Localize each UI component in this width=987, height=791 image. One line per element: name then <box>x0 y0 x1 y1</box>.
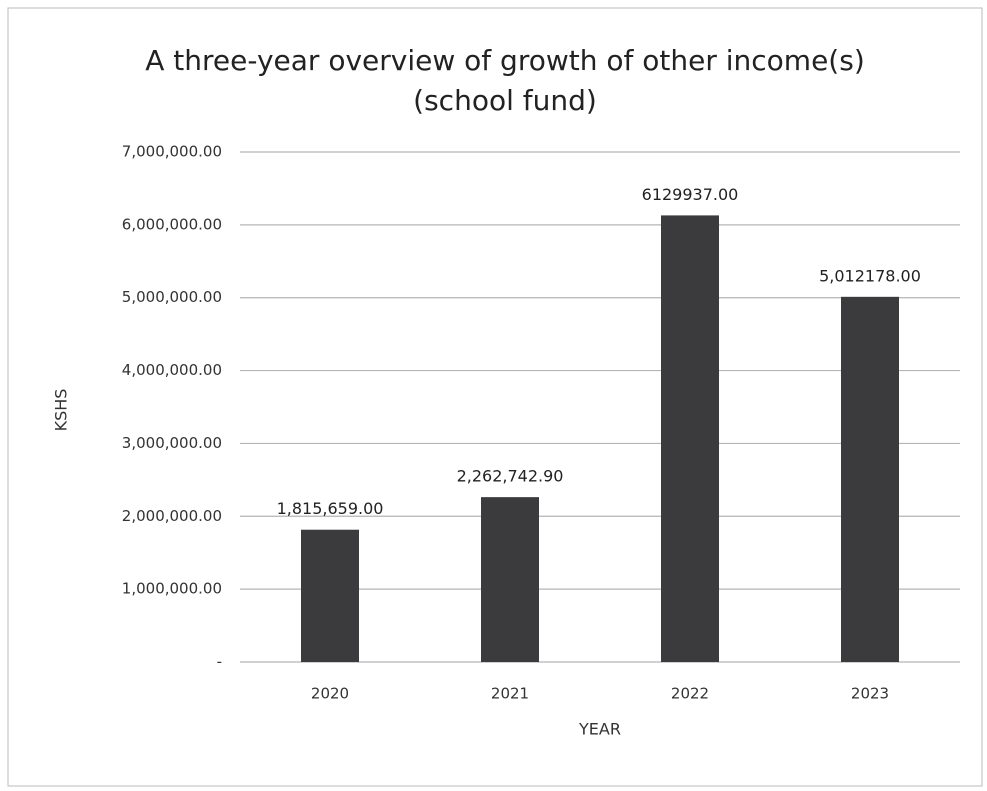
chart-border <box>7 7 983 787</box>
x-tick-label: 2021 <box>491 685 529 703</box>
x-tick-label: 2020 <box>311 685 349 703</box>
y-tick-label: 6,000,000.00 <box>122 215 222 233</box>
chart-title: A three-year overview of growth of other… <box>145 44 865 77</box>
y-tick-label: 7,000,000.00 <box>122 143 222 161</box>
chart-title: (school fund) <box>413 84 597 117</box>
x-axis-title: YEAR <box>578 720 621 739</box>
value-label: 5,012178.00 <box>819 266 921 285</box>
bar <box>661 215 719 662</box>
y-axis-title: KSHS <box>52 389 71 432</box>
bar <box>841 296 899 662</box>
value-label: 6129937.00 <box>642 185 739 204</box>
y-tick-label: 1,000,000.00 <box>122 580 222 598</box>
x-tick-label: 2023 <box>851 685 889 703</box>
y-tick-label: 4,000,000.00 <box>122 361 222 379</box>
bar <box>301 529 359 662</box>
y-tick-label: - <box>217 653 222 671</box>
y-tick-label: 3,000,000.00 <box>122 434 222 452</box>
value-label: 1,815,659.00 <box>277 499 384 518</box>
y-tick-label: 5,000,000.00 <box>122 288 222 306</box>
value-label: 2,262,742.90 <box>457 467 564 486</box>
x-tick-label: 2022 <box>671 685 709 703</box>
y-tick-label: 2,000,000.00 <box>122 507 222 525</box>
bar <box>481 497 539 662</box>
